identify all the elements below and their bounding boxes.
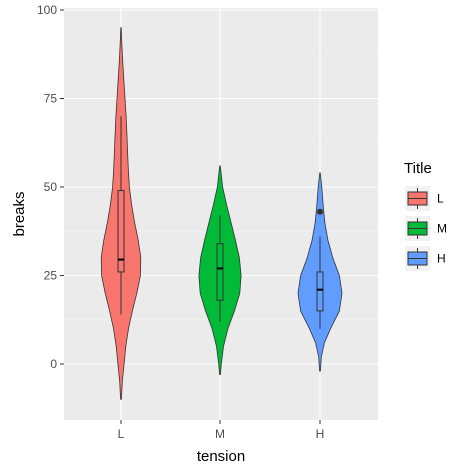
y-tick-label: 50 [44, 180, 58, 194]
legend-label-M: M [437, 222, 447, 236]
legend-label-H: H [437, 252, 446, 266]
box-L [117, 190, 125, 273]
x-axis-title: tension [197, 448, 245, 465]
outlier-point-H [317, 208, 323, 215]
box-M [216, 243, 224, 301]
y-axis-title: breaks [11, 191, 28, 236]
box-H [316, 271, 324, 312]
x-tick-label: H [316, 427, 325, 441]
legend-item-L: L [405, 186, 444, 211]
x-tick-label: M [215, 427, 225, 441]
boxplots [117, 116, 324, 329]
legend: Title L M H [404, 160, 447, 271]
y-tick-label: 75 [44, 92, 58, 106]
y-tick-label: 100 [37, 3, 57, 17]
legend-item-M: M [405, 216, 447, 241]
y-tick-label: 0 [50, 357, 57, 371]
legend-item-H: H [405, 246, 446, 271]
y-tick-label: 25 [44, 269, 58, 283]
x-tick-label: L [118, 427, 125, 441]
legend-title: Title [404, 160, 432, 177]
legend-label-L: L [437, 192, 444, 206]
y-axis: 0 25 50 75 100 [37, 3, 64, 371]
